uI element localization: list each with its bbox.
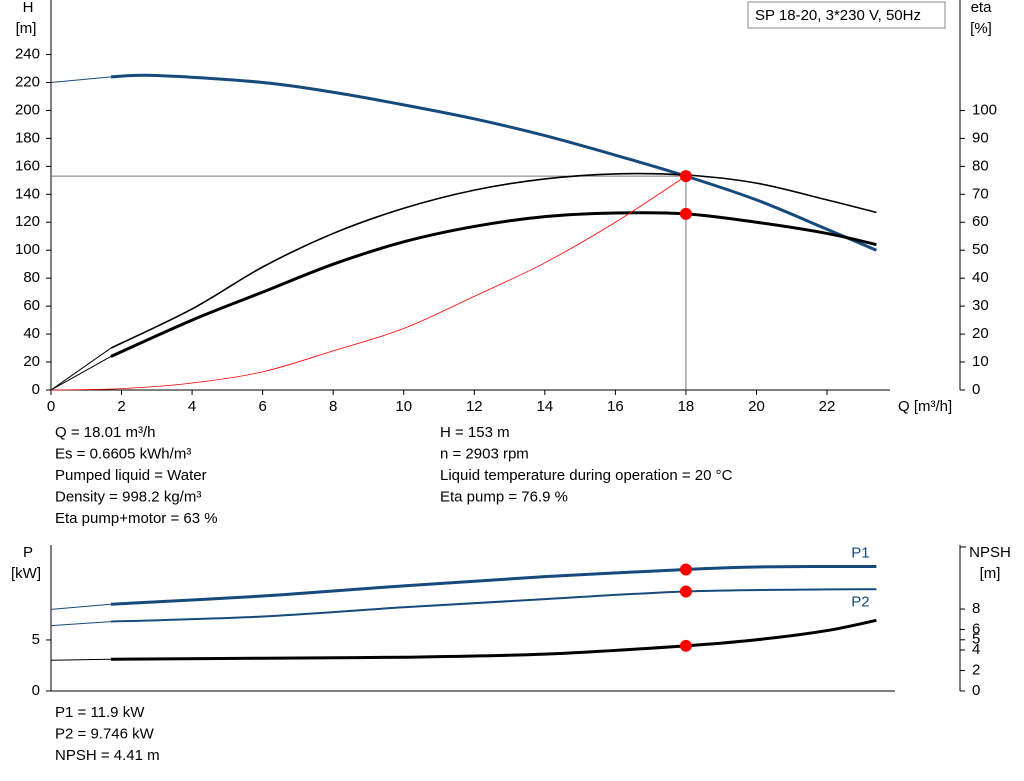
y2-tick-label: 0	[972, 381, 980, 398]
y-tick-label: 220	[15, 73, 40, 90]
x-tick-label: 0	[47, 398, 55, 415]
x-tick-label: 18	[678, 398, 695, 415]
curve	[50, 175, 687, 391]
x-tick-label: 2	[117, 398, 125, 415]
operating-point	[679, 639, 692, 652]
y2-tick-label: 8	[972, 600, 980, 617]
curve	[50, 603, 112, 610]
y-axis-unit: [m]	[16, 20, 37, 37]
x-tick-label: 22	[819, 398, 836, 415]
curve	[110, 618, 877, 661]
y-axis-unit: [kW]	[11, 565, 41, 582]
y2-tick-label: 60	[972, 213, 989, 230]
y2-tick-label: 5	[972, 631, 980, 648]
info-text: P1 = 11.9 kW	[55, 704, 145, 721]
legend-box	[747, 1, 946, 29]
info-text: Density = 998.2 kg/m³	[55, 488, 201, 505]
info-text: Eta pump = 76.9 %	[440, 488, 568, 505]
x-tick-label: 6	[258, 398, 266, 415]
y-axis-title: P	[23, 544, 33, 561]
curve	[110, 211, 877, 358]
y2-tick-label: 4	[972, 641, 980, 658]
y2-axis-title: eta	[971, 0, 993, 16]
curve	[50, 356, 112, 391]
y-tick-label: 160	[15, 157, 40, 174]
x-axis-title: Q [m³/h]	[898, 398, 952, 415]
curve	[110, 588, 877, 623]
x-tick-label: 8	[329, 398, 337, 415]
y2-tick-label: 30	[972, 297, 989, 314]
curve	[50, 347, 112, 391]
operating-point	[679, 585, 692, 598]
info-text: Es = 0.6605 kWh/m³	[55, 445, 191, 462]
info-text: Eta pump+motor = 63 %	[55, 510, 218, 527]
curve	[50, 76, 112, 83]
x-tick-label: 20	[748, 398, 765, 415]
y-tick-label: 0	[32, 381, 40, 398]
y-tick-label: 180	[15, 129, 40, 146]
x-tick-label: 10	[395, 398, 412, 415]
y-tick-label: 5	[32, 631, 40, 648]
curve-label: P1	[851, 544, 869, 561]
info-text: Q = 18.01 m³/h	[55, 424, 155, 441]
legend-label: SP 18-20, 3*230 V, 50Hz	[755, 7, 921, 24]
y2-tick-label: 70	[972, 185, 989, 202]
y2-tick-label: 10	[972, 353, 989, 370]
curve	[110, 172, 877, 349]
y2-axis-unit: [%]	[970, 20, 992, 37]
x-tick-label: 16	[607, 398, 624, 415]
y-tick-label: 140	[15, 185, 40, 202]
operating-point	[679, 563, 692, 576]
y2-tick-label: 80	[972, 157, 989, 174]
info-text: Liquid temperature during operation = 20…	[440, 467, 733, 484]
info-text: Pumped liquid = Water	[55, 467, 207, 484]
y-tick-label: 120	[15, 213, 40, 230]
y-tick-label: 100	[15, 241, 40, 258]
curve	[110, 73, 877, 252]
info-text: NPSH = 4.41 m	[55, 747, 160, 764]
y2-tick-label: 0	[972, 682, 980, 699]
y2-tick-label: 40	[972, 269, 989, 286]
x-tick-label: 12	[466, 398, 483, 415]
curve	[110, 564, 877, 606]
info-text: n = 2903 rpm	[440, 445, 529, 462]
y2-tick-label: 6	[972, 620, 980, 637]
y2-tick-label: 20	[972, 325, 989, 342]
y-tick-label: 200	[15, 101, 40, 118]
y-tick-label: 40	[23, 325, 40, 342]
operating-point	[679, 170, 692, 183]
curve-label: P2	[851, 593, 869, 610]
y2-tick-label: 90	[972, 129, 989, 146]
info-text: H = 153 m	[440, 424, 510, 441]
y-tick-label: 0	[32, 682, 40, 699]
y-tick-label: 60	[23, 297, 40, 314]
x-tick-label: 14	[536, 398, 553, 415]
y2-tick-label: 2	[972, 661, 980, 678]
y-tick-label: 240	[15, 45, 40, 62]
y2-tick-label: 100	[972, 101, 997, 118]
y-tick-label: 80	[23, 269, 40, 286]
y2-axis-title: NPSH	[969, 544, 1011, 561]
curve	[50, 658, 111, 661]
y-axis-title: H	[23, 0, 34, 16]
x-tick-label: 4	[188, 398, 196, 415]
y-tick-label: 20	[23, 353, 40, 370]
curve	[50, 621, 111, 627]
operating-point	[679, 207, 692, 220]
y2-tick-label: 50	[972, 241, 989, 258]
y2-axis-unit: [m]	[980, 565, 1001, 582]
info-text: P2 = 9.746 kW	[55, 725, 155, 742]
